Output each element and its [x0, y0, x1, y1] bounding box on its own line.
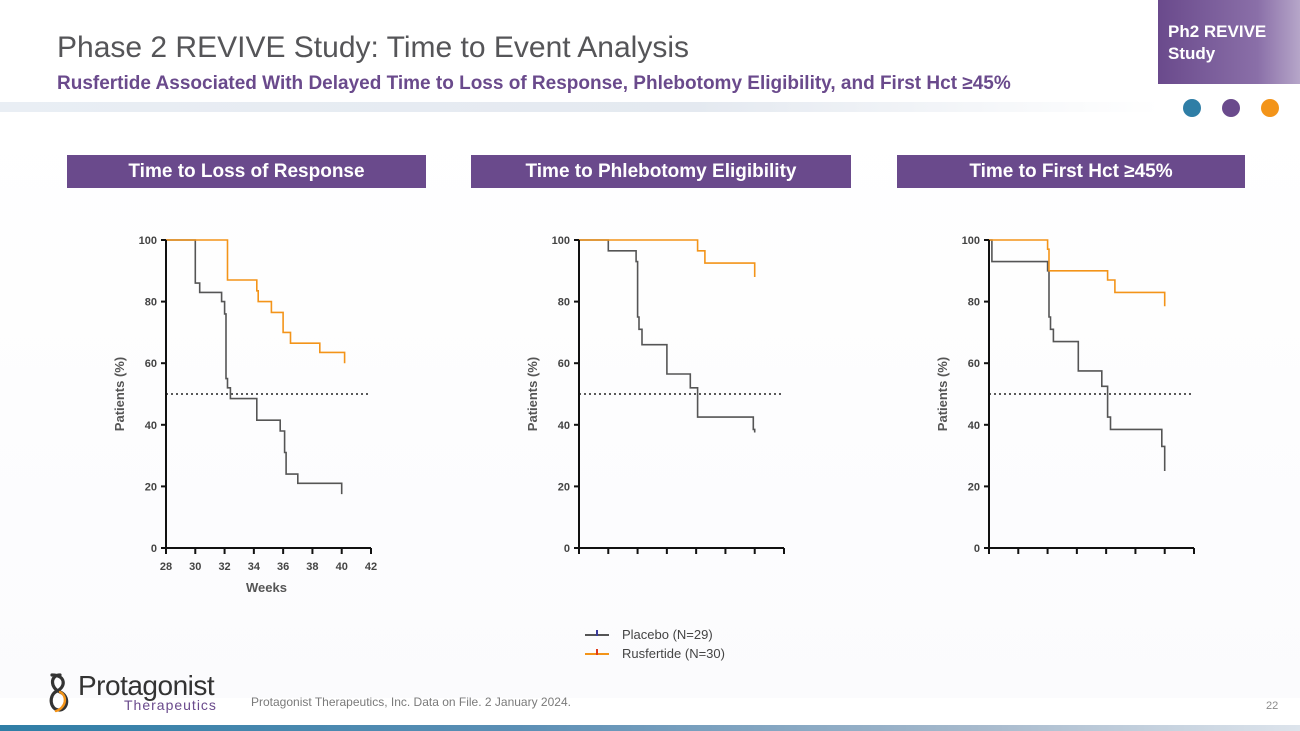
footnote: Protagonist Therapeutics, Inc. Data on F…	[251, 695, 571, 709]
series-line-rusfertide	[989, 239, 1166, 307]
x-tick-label: 28	[160, 561, 172, 573]
x-tick-label: 42	[365, 561, 377, 573]
study-tag: Ph2 REVIVE Study	[1158, 0, 1300, 84]
legend-tick-rusfertide	[596, 649, 598, 655]
y-tick-label: 0	[974, 543, 980, 555]
y-tick-label: 100	[552, 235, 570, 247]
chart-loss-of-response: 0 20 40 60 80 100 28 30 32 34 36 38 40 42 Patients (%)…	[112, 235, 377, 595]
y-tick-label: 60	[558, 358, 570, 370]
y-tick-label: 20	[558, 481, 570, 493]
chart-phlebotomy-eligibility: 0 20 40 60 80 100 Patients (%)	[525, 235, 785, 555]
x-axis-label: Weeks	[246, 580, 287, 595]
series-line-placebo	[166, 239, 343, 495]
protagonist-logo-icon	[49, 673, 69, 713]
bottom-accent-bar	[0, 725, 1300, 731]
x-tick-label: 38	[306, 561, 318, 573]
y-axis-label: Patients (%)	[525, 357, 540, 431]
y-tick-label: 80	[558, 297, 570, 309]
y-axis-label: Patients (%)	[935, 357, 950, 431]
legend-label-rusfertide: Rusfertide (N=30)	[622, 646, 725, 661]
y-tick-label: 20	[968, 481, 980, 493]
series-line-rusfertide	[166, 239, 346, 364]
y-tick-label: 40	[145, 420, 157, 432]
panel-title-first-hct: Time to First Hct ≥45%	[897, 155, 1245, 188]
series-line-placebo	[989, 239, 1166, 471]
legend-item-rusfertide: Rusfertide (N=30)	[585, 645, 785, 664]
y-tick-label: 80	[968, 297, 980, 309]
x-tick-label: 32	[218, 561, 230, 573]
x-tick-label: 30	[189, 561, 201, 573]
logo-wordmark: Protagonist	[78, 670, 215, 701]
panel-title-loss-of-response: Time to Loss of Response	[67, 155, 426, 188]
purple-dot-icon	[1222, 99, 1240, 117]
y-axis-label: Patients (%)	[112, 357, 127, 431]
y-tick-label: 60	[968, 358, 980, 370]
legend-tick-placebo	[596, 630, 598, 636]
chart-first-hct: 0 20 40 60 80 100 Patients (%)	[935, 235, 1195, 555]
slide-subtitle: Rusfertide Associated With Delayed Time …	[57, 73, 1011, 94]
y-tick-label: 60	[145, 358, 157, 370]
slide-title: Phase 2 REVIVE Study: Time to Event Anal…	[57, 31, 689, 64]
panel-title-phlebotomy-eligibility: Time to Phlebotomy Eligibility	[471, 155, 851, 188]
y-tick-label: 0	[151, 543, 157, 555]
x-tick-label: 40	[336, 561, 348, 573]
page-number: 22	[1266, 700, 1279, 712]
series-line-rusfertide	[579, 239, 756, 277]
y-tick-label: 80	[145, 297, 157, 309]
x-tick-label: 36	[277, 561, 289, 573]
orange-dot-icon	[1261, 99, 1279, 117]
y-tick-label: 40	[968, 420, 980, 432]
legend-label-placebo: Placebo (N=29)	[622, 627, 713, 642]
y-tick-label: 100	[962, 235, 980, 247]
header-divider	[0, 102, 1160, 112]
y-tick-label: 0	[564, 543, 570, 555]
y-tick-label: 20	[145, 481, 157, 493]
y-tick-label: 40	[558, 420, 570, 432]
logo-subtitle: Therapeutics	[124, 697, 217, 713]
series-line-placebo	[579, 239, 756, 433]
chart-legend: Placebo (N=29) Rusfertide (N=30)	[585, 626, 785, 664]
y-tick-label: 100	[139, 235, 157, 247]
legend-item-placebo: Placebo (N=29)	[585, 626, 785, 645]
slide-background	[0, 118, 1300, 698]
blue-dot-icon	[1183, 99, 1201, 117]
study-tag-label: Ph2 REVIVE Study	[1168, 22, 1267, 63]
x-tick-label: 34	[248, 561, 261, 573]
